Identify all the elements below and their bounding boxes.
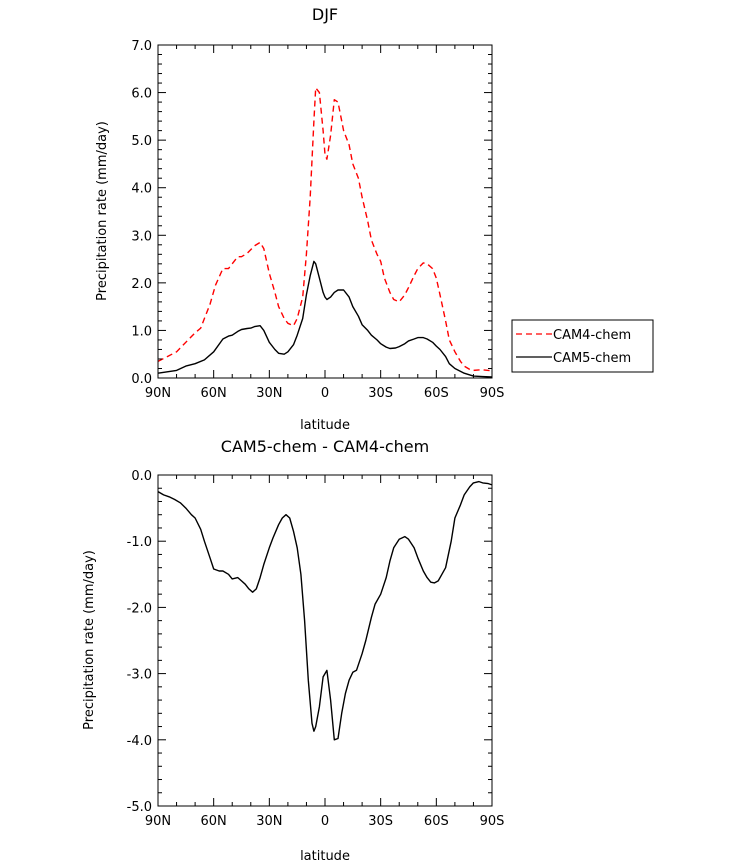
legend: CAM4-chem CAM5-chem bbox=[511, 319, 654, 373]
legend-label-cam5: CAM5-chem bbox=[553, 351, 631, 366]
plot-frame-top bbox=[157, 44, 493, 379]
y-axis-label-top: Precipitation rate (mm/day) bbox=[95, 121, 110, 301]
y-tick-label: 2.0 bbox=[131, 277, 152, 292]
x-tick-label: 60S bbox=[424, 814, 449, 829]
x-tick-label: 30S bbox=[368, 386, 393, 401]
y-tick-label: 1.0 bbox=[131, 324, 152, 339]
x-tick-label: 90S bbox=[480, 814, 505, 829]
x-tick-label: 60S bbox=[424, 386, 449, 401]
x-tick-label: 60N bbox=[201, 814, 227, 829]
series-line-cam5-chem-cam4-chem bbox=[157, 480, 493, 741]
legend-label-cam4: CAM4-chem bbox=[553, 328, 631, 343]
x-tick-label: 90S bbox=[480, 386, 505, 401]
series-line-cam5-chem bbox=[157, 260, 493, 378]
y-tick-label: 3.0 bbox=[131, 229, 152, 244]
y-tick-label: -2.0 bbox=[127, 601, 152, 616]
panel-top: DJF 90N 60N 30N 0 30S 60S 90S 0.0 1.0 2.0 3.0 4.0 5.… bbox=[95, 5, 654, 433]
x-axis-label-bottom: latitude bbox=[300, 849, 350, 864]
y-tick-label: 6.0 bbox=[131, 87, 152, 102]
x-tick-label: 30S bbox=[368, 814, 393, 829]
plot-frame-bottom bbox=[157, 474, 493, 807]
y-tick-label: -1.0 bbox=[127, 535, 152, 550]
y-tick-label: 5.0 bbox=[131, 134, 152, 149]
y-tick-label: 0.0 bbox=[131, 469, 152, 484]
x-tick-label: 90N bbox=[145, 386, 171, 401]
y-tick-label: -5.0 bbox=[127, 800, 152, 815]
y-tick-label: 0.0 bbox=[131, 372, 152, 387]
y-tick-label: -4.0 bbox=[127, 734, 152, 749]
x-tick-label: 90N bbox=[145, 814, 171, 829]
x-axis-label-top: latitude bbox=[300, 418, 350, 433]
x-tick-label: 60N bbox=[201, 386, 227, 401]
x-tick-label: 0 bbox=[321, 386, 329, 401]
chart-title-bottom: CAM5-chem - CAM4-chem bbox=[221, 437, 429, 456]
x-tick-label: 30N bbox=[256, 814, 282, 829]
chart-title-top: DJF bbox=[312, 5, 338, 24]
y-axis-label-bottom: Precipitation rate (mm/day) bbox=[82, 550, 97, 730]
legend-box bbox=[511, 319, 654, 373]
y-tick-label: 7.0 bbox=[131, 39, 152, 54]
panel-bottom: CAM5-chem - CAM4-chem 90N 60N 30N 0 30S 60S 90… bbox=[82, 437, 504, 864]
y-tick-label: -3.0 bbox=[127, 668, 152, 683]
y-tick-label: 4.0 bbox=[131, 182, 152, 197]
x-tick-label: 30N bbox=[256, 386, 282, 401]
series-line-cam4-chem bbox=[157, 87, 493, 372]
x-tick-label: 0 bbox=[321, 814, 329, 829]
